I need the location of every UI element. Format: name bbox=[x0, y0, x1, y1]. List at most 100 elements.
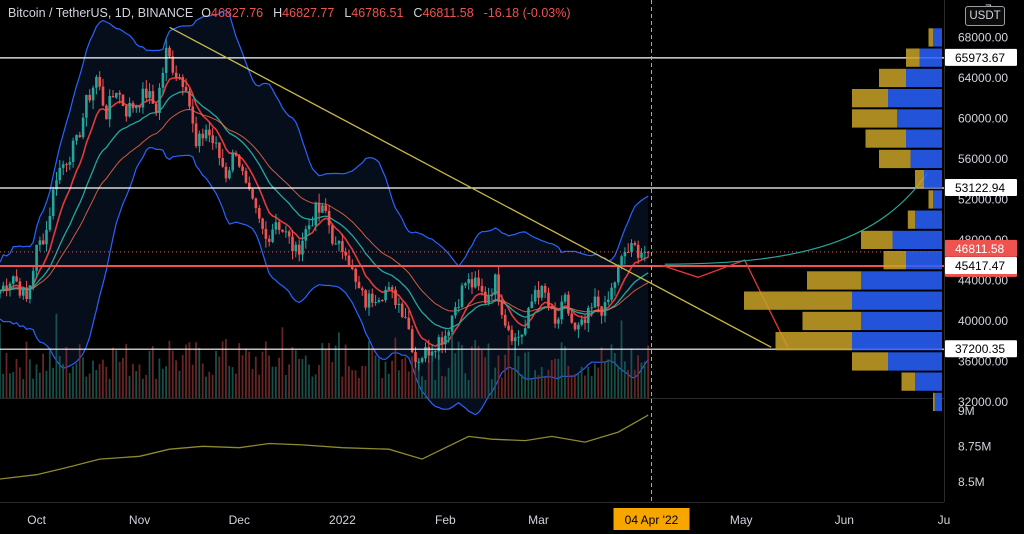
vp-bar-up bbox=[906, 129, 942, 148]
vp-bar-up bbox=[861, 271, 942, 290]
candle-body bbox=[297, 244, 301, 255]
volume-bar bbox=[181, 354, 184, 398]
candle-body bbox=[224, 166, 228, 179]
volume-bar bbox=[411, 356, 413, 398]
candle-body bbox=[178, 77, 181, 79]
volume-bar bbox=[613, 353, 616, 398]
volume-bar bbox=[88, 373, 91, 398]
volume-bar bbox=[600, 347, 603, 398]
vp-bar-down bbox=[861, 230, 893, 249]
volume-bar bbox=[28, 359, 31, 398]
candle-body bbox=[291, 236, 294, 252]
low-key: L bbox=[344, 6, 352, 20]
candle-body bbox=[41, 240, 45, 245]
candle-body bbox=[447, 331, 450, 336]
candle-body bbox=[440, 337, 444, 345]
candle-body bbox=[590, 307, 593, 309]
candle-body bbox=[184, 87, 188, 92]
volume-bar bbox=[590, 375, 593, 398]
bollinger-fill bbox=[0, 10, 649, 415]
volume-bar bbox=[261, 351, 264, 398]
candle-body bbox=[294, 244, 298, 252]
volume-bar bbox=[527, 351, 530, 398]
candle-body bbox=[617, 266, 620, 283]
volume-bar bbox=[68, 372, 71, 398]
candle-body bbox=[640, 252, 643, 258]
candle-body bbox=[400, 303, 404, 317]
ema-mid bbox=[0, 91, 649, 330]
candle-body bbox=[168, 47, 171, 57]
candle-body bbox=[324, 205, 327, 211]
candle-body bbox=[171, 56, 175, 73]
candle-body bbox=[181, 77, 185, 87]
candle-body bbox=[530, 301, 534, 309]
candle-body bbox=[125, 105, 128, 117]
crosshair-time-box bbox=[613, 508, 690, 530]
candle-body bbox=[304, 229, 308, 241]
currency-button[interactable]: USDT bbox=[965, 6, 1005, 26]
volume-bar bbox=[32, 378, 34, 398]
candle-body bbox=[364, 290, 367, 308]
price-tick-label: 40000.00 bbox=[958, 314, 1008, 328]
candle-body bbox=[55, 180, 58, 190]
time-tick-label: May bbox=[730, 513, 753, 527]
volume-bar bbox=[494, 367, 497, 398]
volume-bar bbox=[387, 373, 390, 398]
candle-body bbox=[75, 135, 78, 141]
vp-bar-up bbox=[906, 251, 942, 270]
volume-bar bbox=[108, 378, 111, 398]
volume-bar bbox=[311, 376, 314, 398]
volume-bar bbox=[185, 344, 187, 398]
volume-bar bbox=[284, 375, 287, 398]
candle-body bbox=[101, 86, 105, 106]
candle-body bbox=[610, 287, 613, 300]
volume-bar bbox=[507, 335, 510, 398]
vp-bar-up bbox=[933, 28, 942, 47]
candle-body bbox=[560, 301, 563, 320]
candle-body bbox=[51, 189, 55, 216]
volume-bar bbox=[228, 365, 231, 398]
candle-body bbox=[48, 216, 52, 230]
volume-bar bbox=[404, 357, 407, 398]
volume-bar bbox=[594, 363, 596, 398]
close-key: C bbox=[413, 6, 423, 20]
vp-bar-up bbox=[919, 48, 942, 67]
candle-body bbox=[151, 91, 155, 104]
vp-bar-up bbox=[861, 311, 942, 331]
candle-body bbox=[337, 241, 341, 244]
volume-bar bbox=[587, 366, 590, 398]
candle-body bbox=[38, 240, 42, 245]
volume-bar bbox=[281, 327, 284, 398]
volume-bar bbox=[604, 361, 606, 398]
candle-body bbox=[254, 198, 258, 208]
candle-body bbox=[311, 225, 314, 227]
candle-body bbox=[281, 229, 284, 232]
candle-body bbox=[148, 91, 151, 98]
volume-bar bbox=[321, 343, 324, 398]
volume-bar bbox=[610, 344, 613, 398]
candle-body bbox=[626, 252, 630, 253]
volume-bar bbox=[437, 355, 440, 398]
volume-bar bbox=[145, 374, 148, 398]
candle-body bbox=[377, 300, 381, 302]
candle-body bbox=[420, 358, 424, 362]
price-label-box bbox=[945, 48, 1017, 66]
vp-bar-down bbox=[807, 271, 861, 290]
volume-bar bbox=[427, 360, 430, 398]
candle-body bbox=[228, 170, 231, 179]
candle-body bbox=[25, 287, 28, 299]
volume-bar bbox=[364, 366, 367, 398]
candle-body bbox=[341, 241, 344, 252]
candle-body bbox=[284, 231, 288, 233]
volume-bar bbox=[524, 352, 526, 398]
vp-bar-up bbox=[897, 109, 942, 128]
price-label-text: 45417.47 bbox=[955, 259, 1005, 273]
symbol-title[interactable]: Bitcoin / TetherUS, 1D, BINANCE bbox=[8, 6, 194, 20]
candle-body bbox=[238, 155, 241, 167]
candle-body bbox=[18, 281, 22, 296]
volume-bar bbox=[481, 350, 483, 398]
price-label-box bbox=[945, 179, 1017, 196]
candle-body bbox=[587, 307, 590, 324]
